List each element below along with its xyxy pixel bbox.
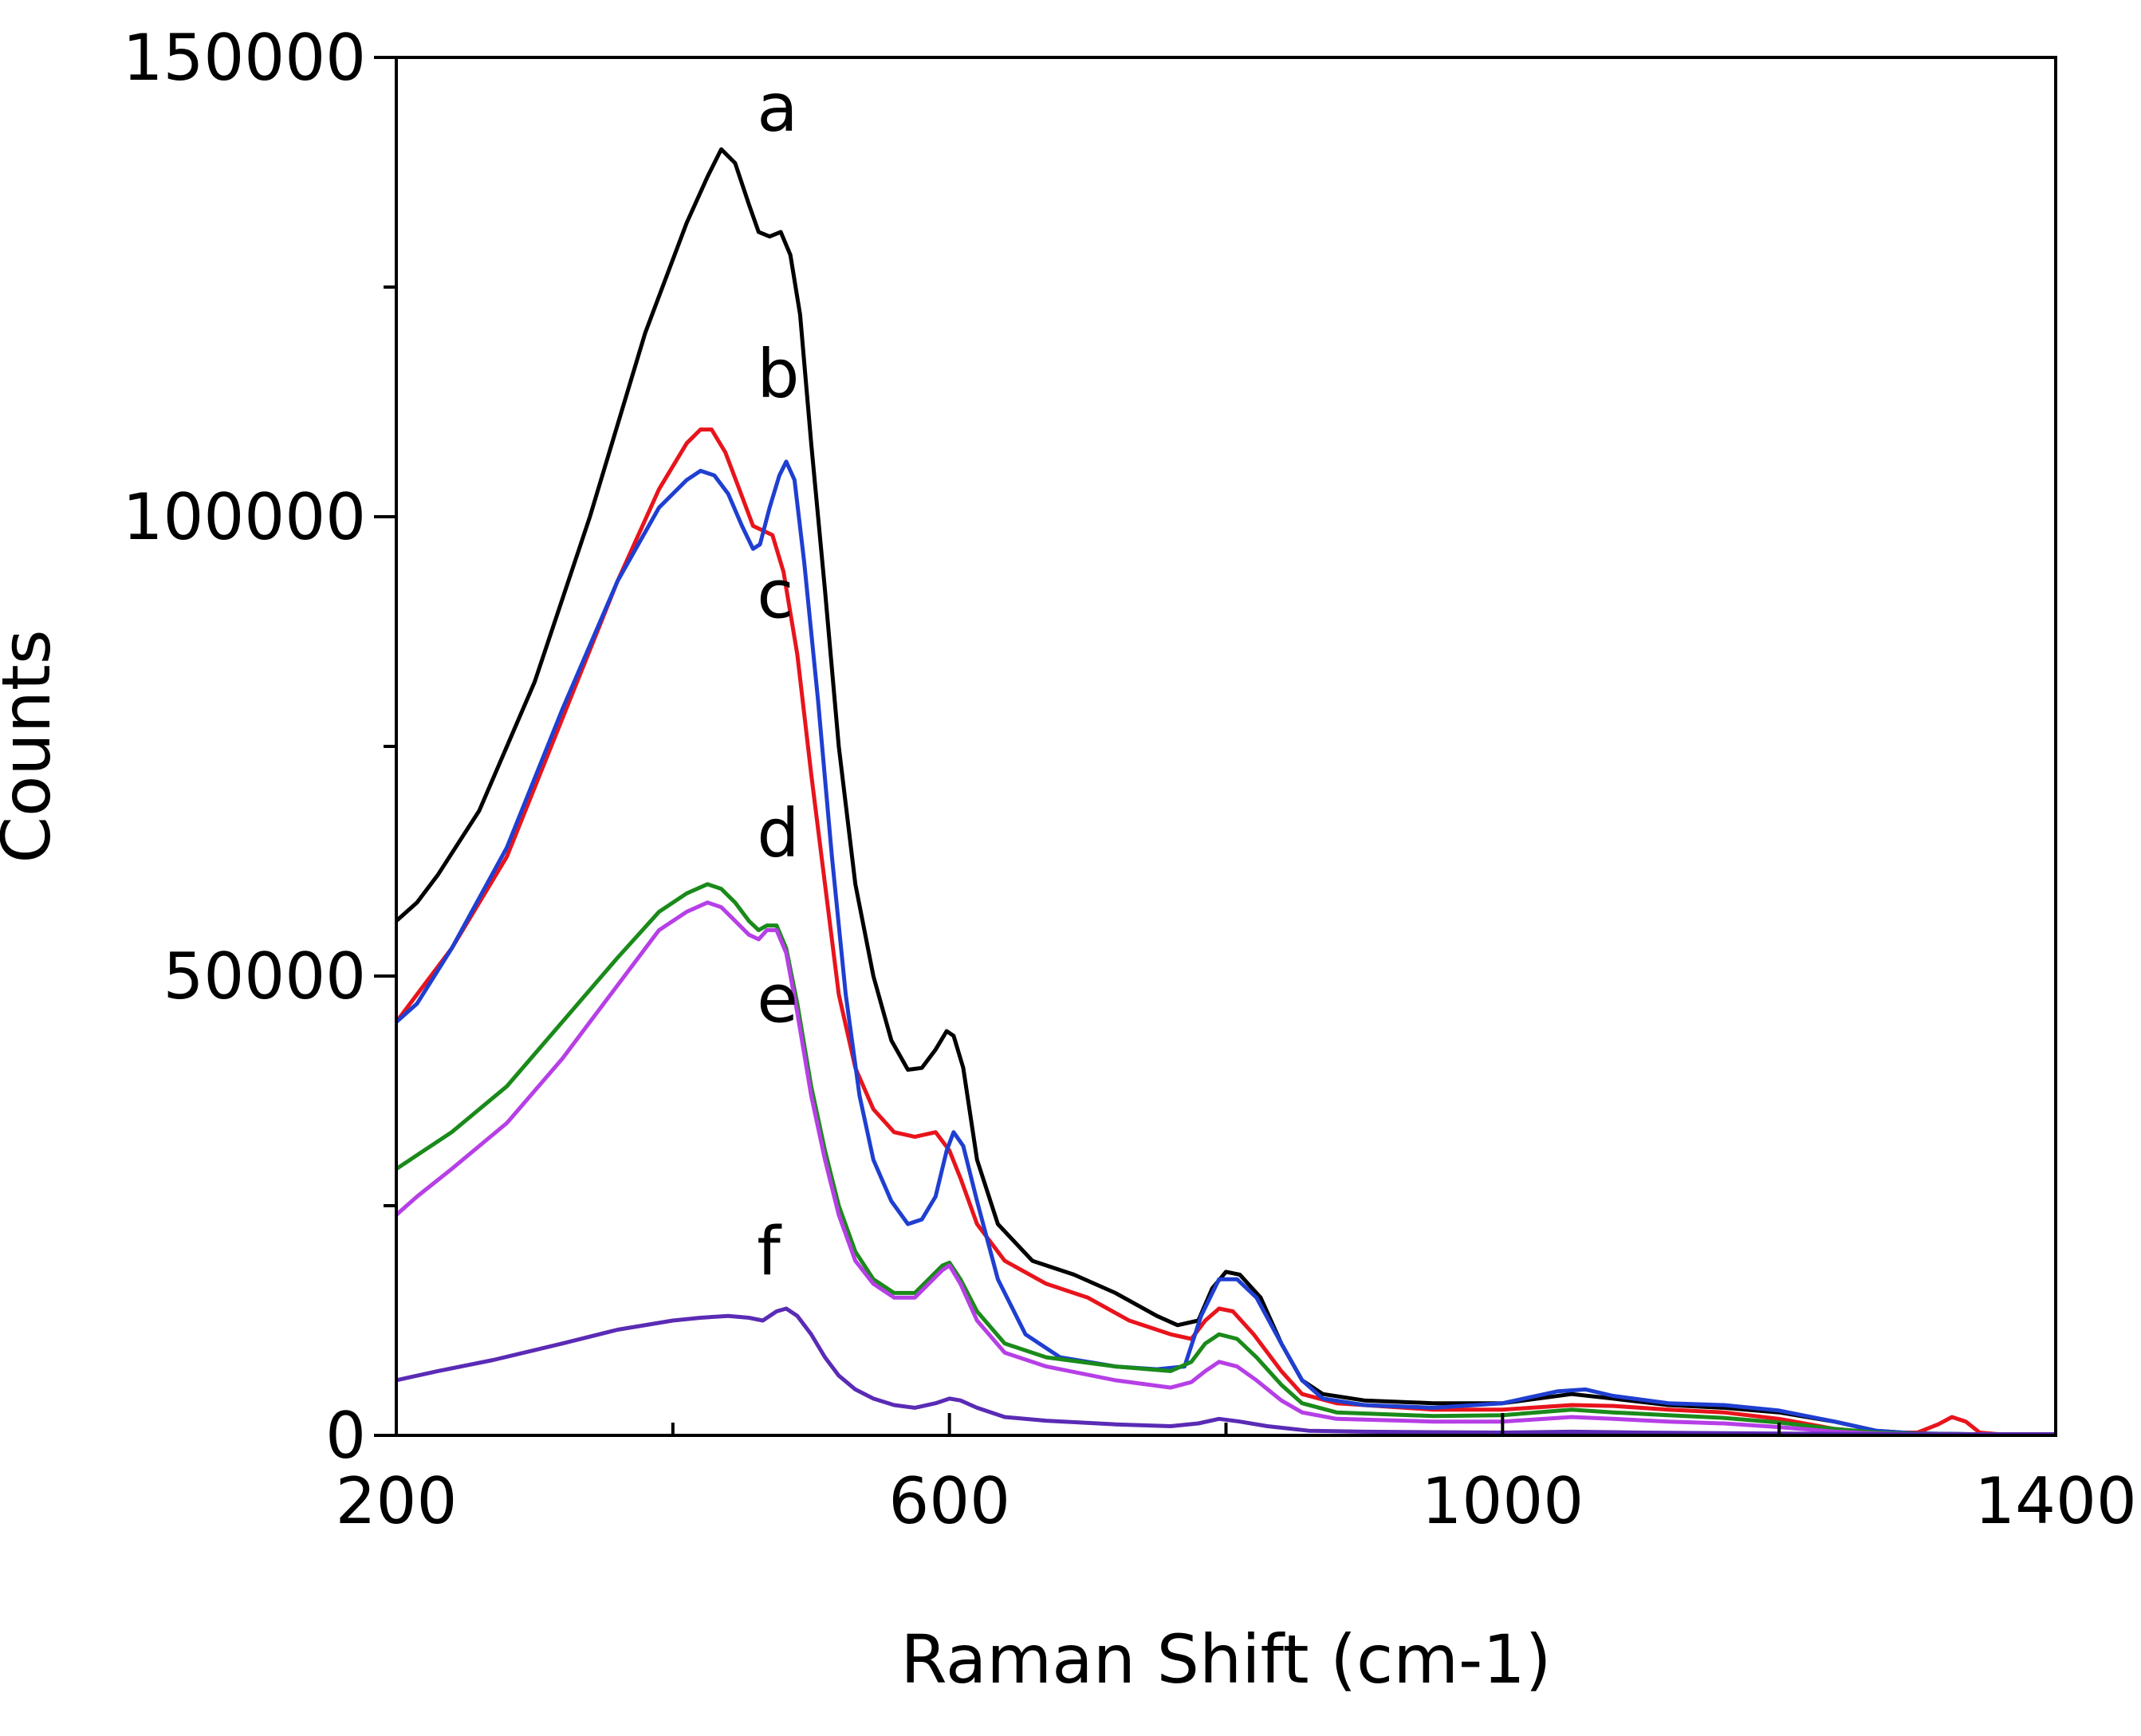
y-axis-title: Counts	[0, 629, 65, 863]
series-line-d	[395, 882, 2056, 1437]
series-line-c	[395, 459, 2056, 1437]
series-line-f	[396, 1306, 2056, 1437]
y-tick-label: 100000	[123, 480, 366, 554]
series-label-b: b	[757, 335, 799, 413]
x-tick-label: 600	[888, 1464, 1010, 1538]
x-tick-label: 200	[336, 1464, 458, 1538]
x-tick-label: 1000	[1422, 1464, 1584, 1538]
series-label-c: c	[757, 556, 793, 634]
series-line-b	[395, 427, 2056, 1437]
plot-frame	[395, 56, 2057, 1437]
series-label-a: a	[757, 69, 797, 147]
tick-marks	[374, 56, 2057, 1437]
axes-frame	[395, 56, 2057, 1437]
series-line-a	[395, 147, 2056, 1437]
series-label-e: e	[757, 960, 798, 1038]
series-label-d: d	[757, 794, 799, 872]
y-tick-label: 150000	[123, 21, 366, 95]
x-axis-title: Raman Shift (cm-1)	[900, 1620, 1551, 1699]
series-layer	[395, 147, 2056, 1437]
y-tick-label: 50000	[163, 939, 367, 1014]
series-line-e	[395, 900, 2056, 1437]
series-labels: a b c d e f	[757, 69, 799, 1290]
y-tick-label: 0	[325, 1399, 366, 1473]
x-tick-label: 1400	[1974, 1464, 2137, 1538]
tick-labels: 200 600 1000 1400 0 50000 100000 150000	[123, 21, 2137, 1538]
series-label-f: f	[757, 1212, 782, 1290]
